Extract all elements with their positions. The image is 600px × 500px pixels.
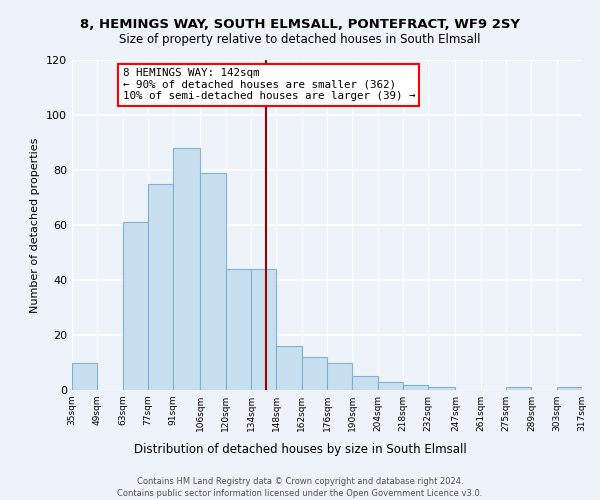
Bar: [557, 387, 582, 390]
Bar: [428, 387, 455, 390]
Bar: [377, 382, 403, 390]
Bar: [173, 148, 200, 390]
Bar: [72, 362, 97, 390]
Bar: [327, 362, 352, 390]
Bar: [277, 346, 302, 390]
Text: 8 HEMINGS WAY: 142sqm
← 90% of detached houses are smaller (362)
10% of semi-det: 8 HEMINGS WAY: 142sqm ← 90% of detached …: [122, 68, 415, 102]
Text: Size of property relative to detached houses in South Elmsall: Size of property relative to detached ho…: [119, 32, 481, 46]
Text: Distribution of detached houses by size in South Elmsall: Distribution of detached houses by size …: [134, 442, 466, 456]
Bar: [251, 269, 277, 390]
Text: Contains public sector information licensed under the Open Government Licence v3: Contains public sector information licen…: [118, 489, 482, 498]
Bar: [122, 222, 148, 390]
Bar: [200, 173, 226, 390]
Bar: [403, 384, 428, 390]
Bar: [302, 357, 327, 390]
Text: 8, HEMINGS WAY, SOUTH ELMSALL, PONTEFRACT, WF9 2SY: 8, HEMINGS WAY, SOUTH ELMSALL, PONTEFRAC…: [80, 18, 520, 30]
Bar: [226, 269, 251, 390]
Bar: [352, 376, 377, 390]
Text: Contains HM Land Registry data © Crown copyright and database right 2024.: Contains HM Land Registry data © Crown c…: [137, 478, 463, 486]
Bar: [148, 184, 173, 390]
Bar: [506, 387, 532, 390]
Y-axis label: Number of detached properties: Number of detached properties: [31, 138, 40, 312]
